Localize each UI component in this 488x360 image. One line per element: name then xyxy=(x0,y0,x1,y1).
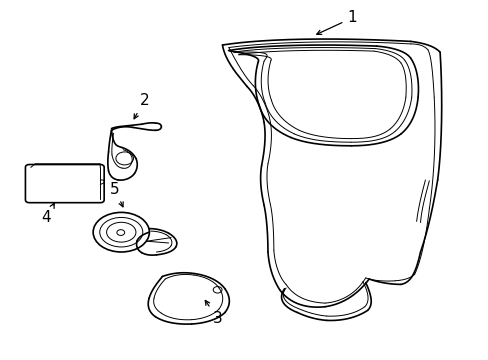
Text: 1: 1 xyxy=(316,10,356,35)
Text: 2: 2 xyxy=(134,93,149,119)
Ellipse shape xyxy=(106,222,136,242)
Text: 4: 4 xyxy=(41,203,54,225)
Text: 5: 5 xyxy=(110,181,123,207)
FancyBboxPatch shape xyxy=(25,165,104,203)
Circle shape xyxy=(117,230,124,235)
Text: 3: 3 xyxy=(205,301,222,326)
Ellipse shape xyxy=(93,212,149,252)
Ellipse shape xyxy=(100,217,142,247)
